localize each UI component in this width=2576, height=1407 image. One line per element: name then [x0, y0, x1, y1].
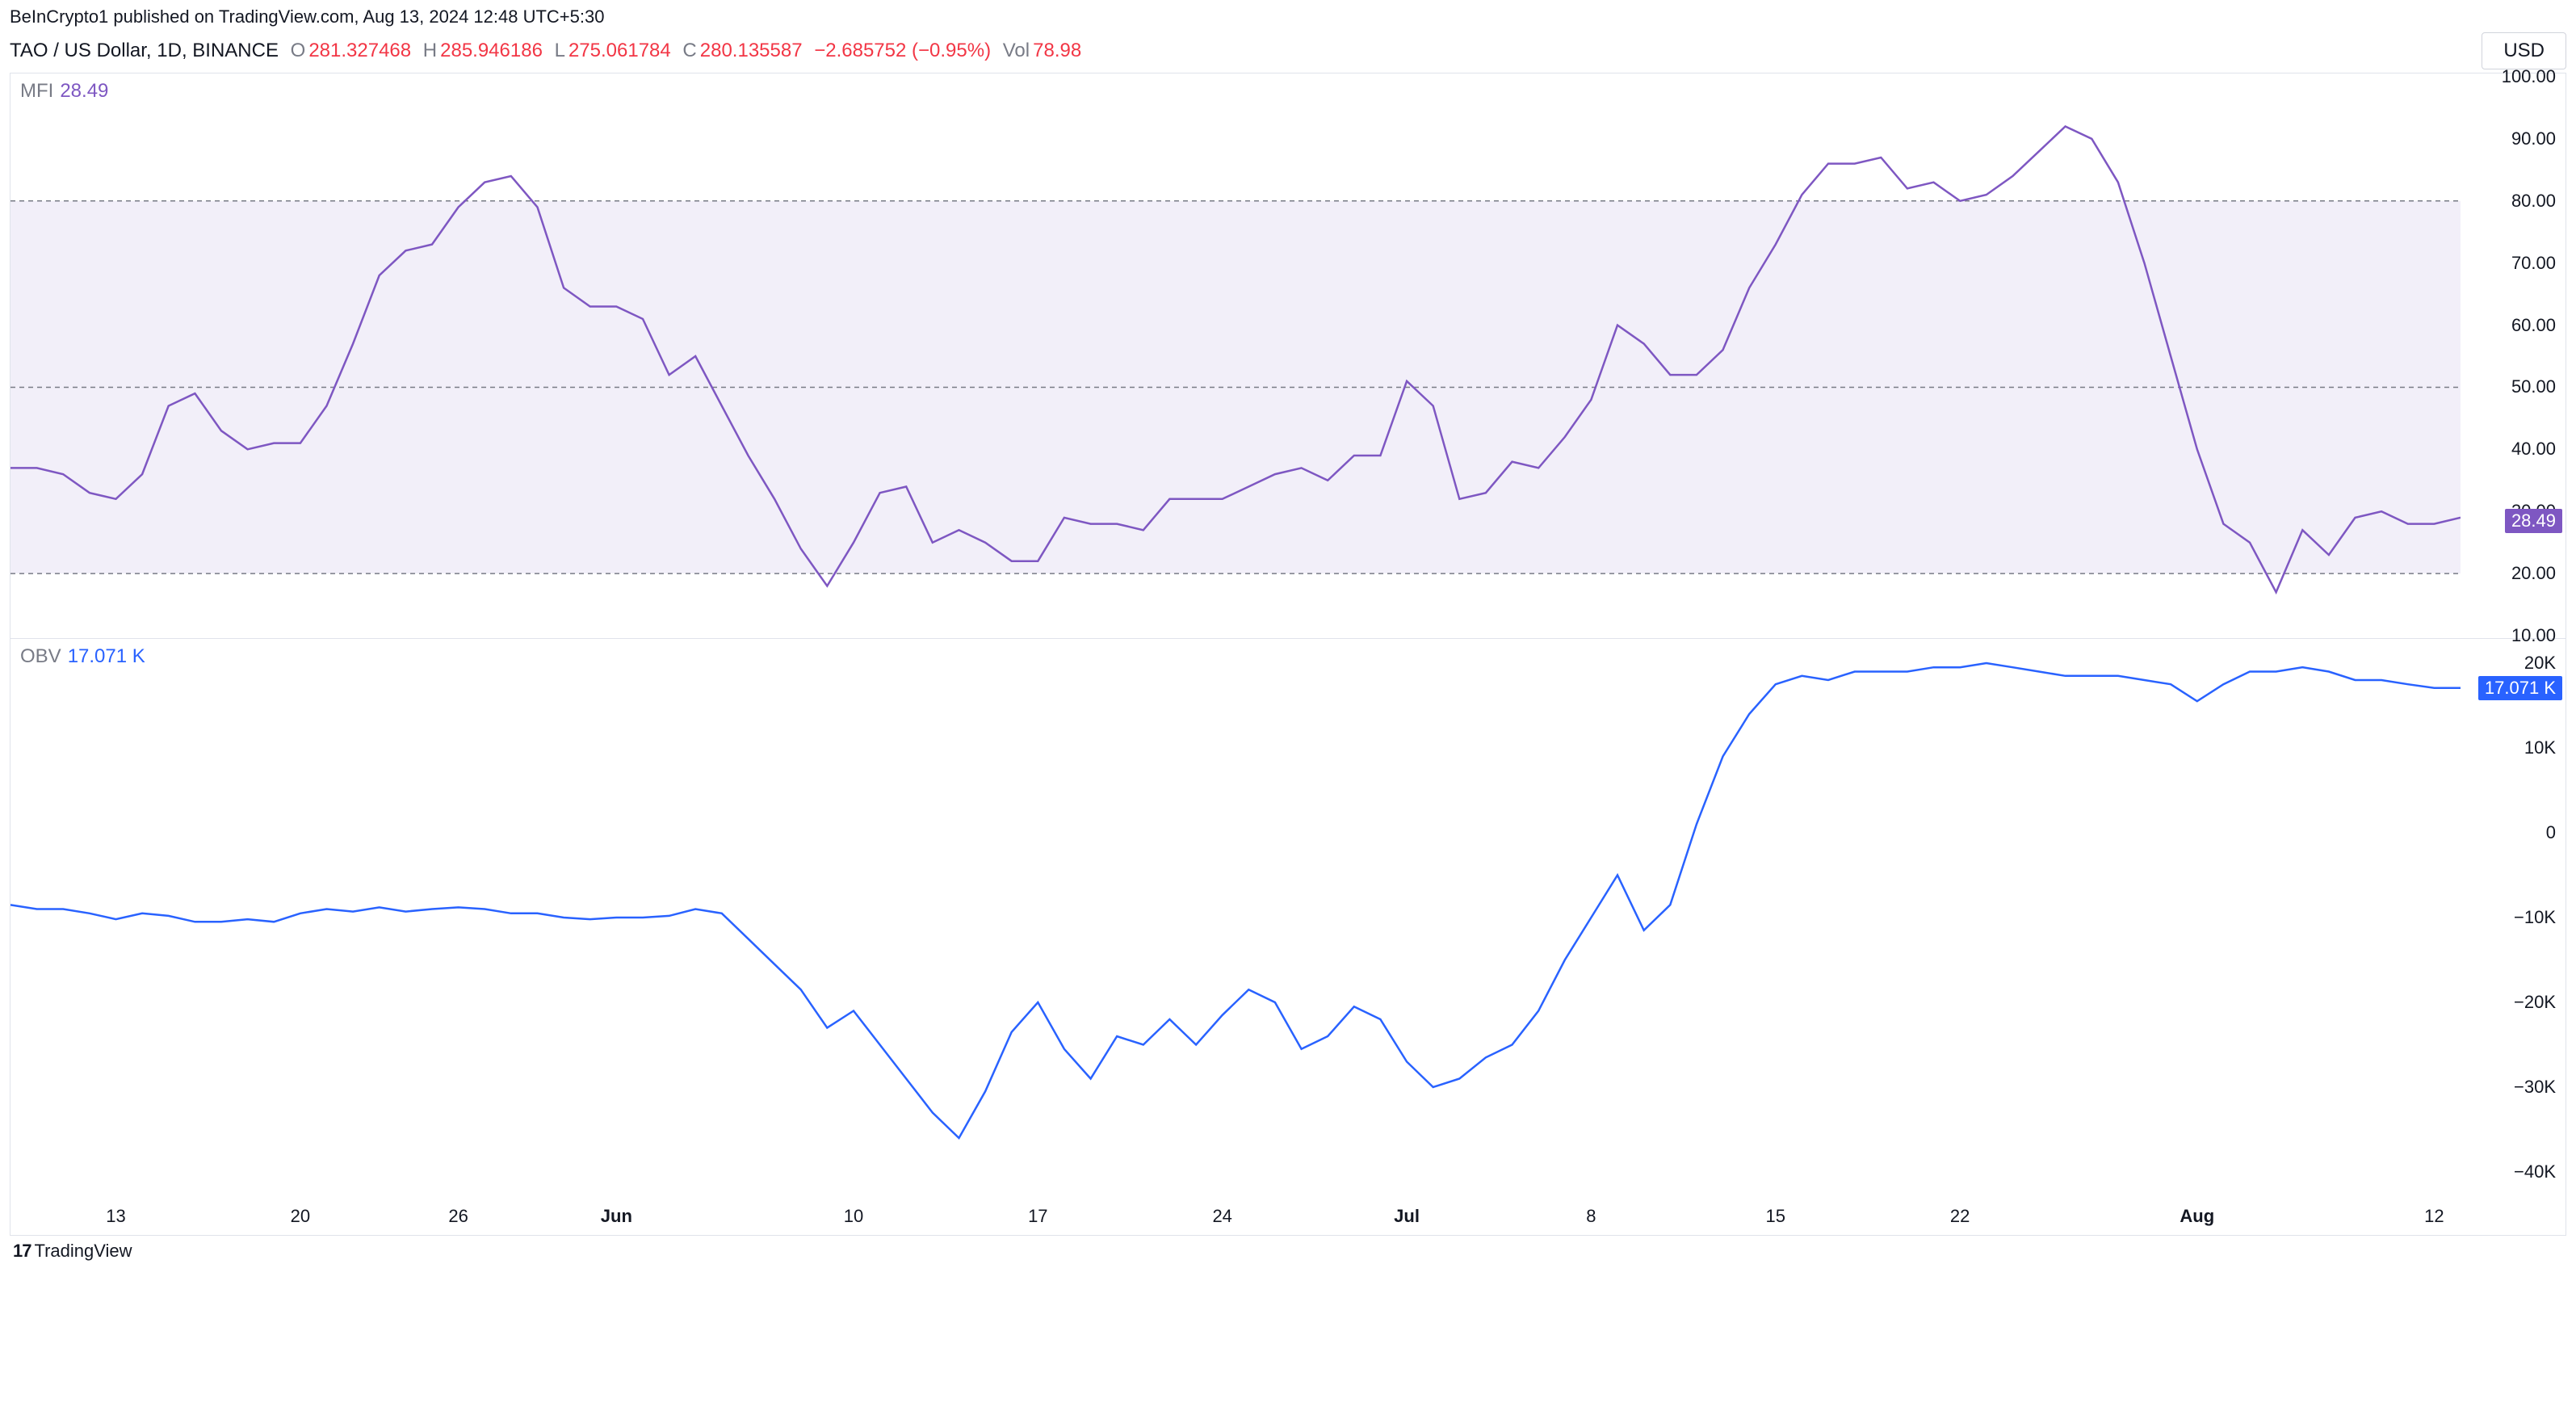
mfi-name: MFI: [20, 80, 53, 102]
vol-label: Vol: [1003, 40, 1030, 61]
mfi-pane[interactable]: MFI28.49 100.0090.0080.0070.0060.0050.00…: [10, 74, 2566, 639]
high-label: H: [423, 40, 437, 61]
open-label: O: [291, 40, 306, 61]
x-tick: Jun: [601, 1206, 632, 1227]
ticker-row: TAO / US Dollar, 1D, BINANCE O281.327468…: [10, 32, 2566, 69]
vol-value: 78.98: [1033, 40, 1081, 61]
x-tick: 8: [1586, 1206, 1596, 1227]
tradingview-logo-icon: 17: [13, 1241, 31, 1262]
mfi-y-tick: 50.00: [2511, 376, 2556, 397]
x-tick: 15: [1766, 1206, 1785, 1227]
mfi-y-tick: 80.00: [2511, 191, 2556, 212]
mfi-y-tick: 40.00: [2511, 439, 2556, 460]
high-value: 285.946186: [440, 40, 543, 61]
mfi-y-axis: 100.0090.0080.0070.0060.0050.0040.0030.0…: [2461, 74, 2566, 638]
change-value: −2.685752 (−0.95%): [814, 40, 991, 61]
obv-value: 17.071 K: [68, 645, 145, 667]
obv-y-tick: 10K: [2524, 737, 2556, 758]
x-tick: 13: [106, 1206, 125, 1227]
low-label: L: [555, 40, 565, 61]
x-tick: Aug: [2180, 1206, 2214, 1227]
mfi-label: MFI 28.49: [20, 80, 108, 103]
obv-plot: [10, 639, 2461, 1196]
open-value: 281.327468: [308, 40, 411, 61]
x-tick: 10: [844, 1206, 863, 1227]
obv-y-tick: 0: [2546, 822, 2556, 843]
close-value: 280.135587: [700, 40, 803, 61]
chart-area: MFI28.49 100.0090.0080.0070.0060.0050.00…: [10, 73, 2566, 1236]
obv-current-badge: 17.071 K: [2478, 676, 2562, 700]
currency-selector[interactable]: USD: [2482, 32, 2566, 69]
x-tick: 12: [2424, 1206, 2444, 1227]
footer: 17 TradingView: [10, 1236, 2566, 1262]
x-tick: Jul: [1394, 1206, 1420, 1227]
mfi-y-tick: 60.00: [2511, 315, 2556, 336]
mfi-y-tick: 20.00: [2511, 563, 2556, 584]
obv-y-axis: 20K 10K 0 −10K −20K −30K −40K 17.071 K: [2461, 639, 2566, 1196]
brand-text: TradingView: [34, 1241, 132, 1262]
x-tick: 24: [1212, 1206, 1231, 1227]
obv-y-tick: −10K: [2514, 907, 2556, 928]
close-label: C: [682, 40, 696, 61]
obv-pane[interactable]: OBV 17.071 K 20K 10K 0 −10K −20K −30K −40K 17.07…: [10, 639, 2566, 1196]
x-tick: 22: [1950, 1206, 1970, 1227]
mfi-y-tick: 70.00: [2511, 253, 2556, 274]
obv-name: OBV: [20, 645, 61, 667]
obv-y-tick: −30K: [2514, 1077, 2556, 1098]
mfi-y-tick: 100.00: [2502, 66, 2556, 87]
mfi-value: 28.49: [60, 80, 108, 102]
x-tick: 26: [448, 1206, 468, 1227]
mfi-plot: [10, 74, 2461, 638]
symbol-text: TAO / US Dollar, 1D, BINANCE: [10, 40, 279, 61]
x-axis: 13 20 26 Jun 10 17 24 Jul 8 15 22 Aug 12: [10, 1196, 2461, 1235]
low-value: 275.061784: [568, 40, 671, 61]
x-tick: 17: [1028, 1206, 1047, 1227]
publish-info: BeInCrypto1 published on TradingView.com…: [10, 6, 2566, 27]
ticker-left: TAO / US Dollar, 1D, BINANCE O281.327468…: [10, 40, 1085, 62]
x-tick: 20: [291, 1206, 310, 1227]
obv-y-tick: 20K: [2524, 653, 2556, 674]
mfi-current-badge: 28.49: [2505, 509, 2562, 533]
obv-label: OBV 17.071 K: [20, 645, 145, 668]
obv-y-tick: −20K: [2514, 992, 2556, 1013]
obv-y-tick: −40K: [2514, 1161, 2556, 1182]
mfi-y-tick: 90.00: [2511, 128, 2556, 149]
